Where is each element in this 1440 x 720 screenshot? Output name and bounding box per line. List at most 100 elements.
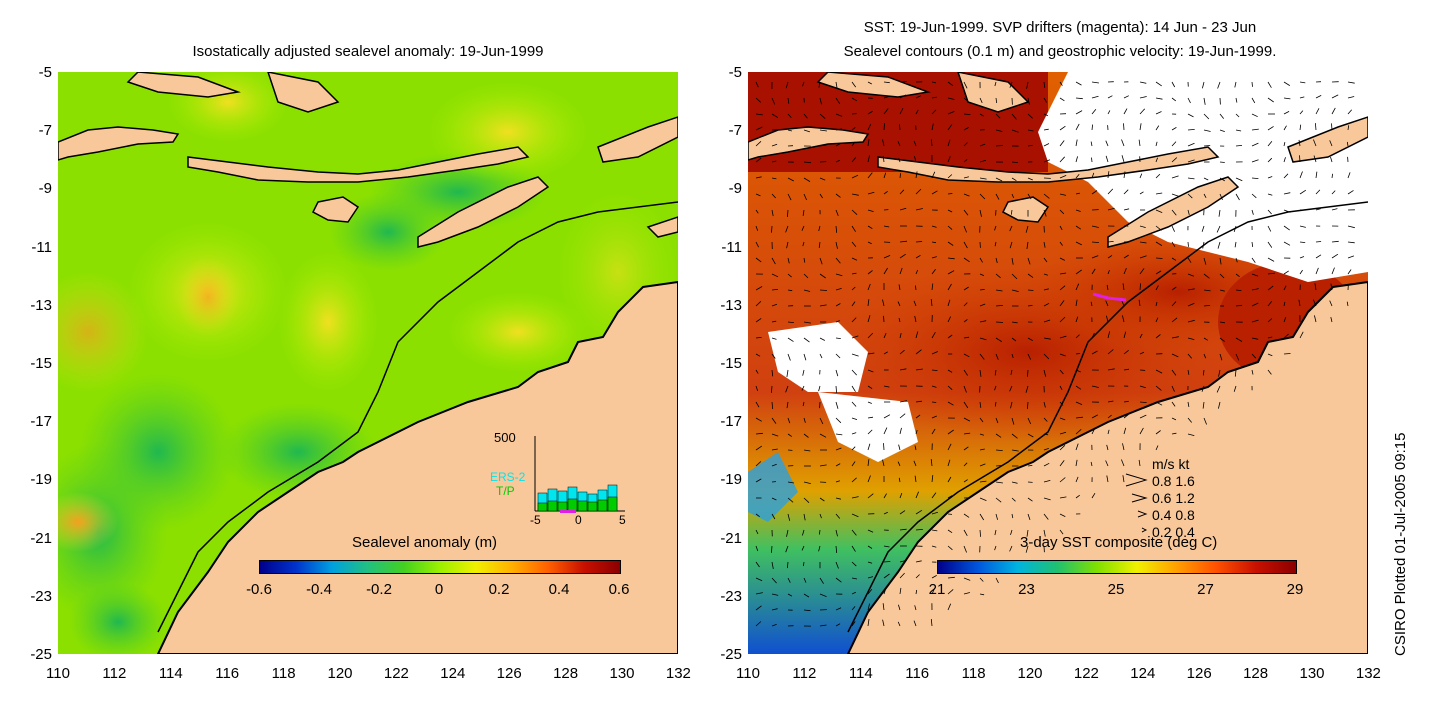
velocity-vector: [947, 124, 953, 131]
velocity-vector: [1330, 283, 1333, 291]
velocity-vector: [1202, 401, 1205, 409]
velocity-vector: [835, 337, 841, 339]
velocity-vector: [995, 465, 1003, 467]
velocity-vector: [867, 139, 870, 147]
velocity-vector: [1235, 353, 1240, 361]
velocity-vector: [867, 81, 872, 85]
velocity-vector: [1187, 353, 1193, 359]
velocity-vector: [1075, 385, 1082, 390]
velocity-vector: [1139, 255, 1147, 259]
velocity-vector: [947, 225, 953, 230]
velocity-vector: [1216, 225, 1221, 233]
velocity-vector: [1203, 97, 1206, 105]
velocity-vector: [818, 241, 821, 248]
lon-tick-label: 128: [553, 665, 579, 682]
velocity-vector: [1075, 241, 1082, 246]
velocity-vector: [1187, 97, 1191, 104]
velocity-vector: [931, 269, 936, 275]
velocity-vector: [979, 417, 984, 423]
velocity-vector: [1043, 433, 1049, 436]
velocity-vector: [1235, 273, 1240, 278]
tp-bar: [537, 502, 548, 512]
velocity-vector: [1027, 129, 1034, 132]
velocity-vector: [1203, 353, 1207, 359]
velocity-vector: [995, 305, 1003, 307]
velocity-vector: [995, 97, 998, 104]
velocity-vector: [1234, 369, 1237, 377]
velocity-vector: [1347, 255, 1355, 259]
velocity-vector: [787, 577, 791, 583]
velocity-vector: [1314, 283, 1317, 291]
velocity-vector: [1203, 289, 1211, 292]
velocity-vector: [1091, 414, 1098, 419]
velocity-vector: [819, 177, 826, 181]
inset-ymax-label: 500: [494, 430, 516, 445]
velocity-vector: [883, 267, 888, 275]
velocity-vector: [1155, 385, 1162, 391]
velocity-vector: [1091, 81, 1099, 84]
velocity-vector: [963, 176, 970, 179]
velocity-vector: [1043, 241, 1046, 248]
velocity-vector: [897, 461, 901, 467]
velocity-vector: [803, 513, 806, 521]
velocity-vector: [1203, 417, 1207, 425]
velocity-vector: [785, 545, 789, 553]
velocity-vector: [1331, 107, 1336, 115]
velocity-vector: [1187, 369, 1190, 375]
left-map-title: Isostatically adjusted sealevel anomaly:…: [192, 43, 544, 60]
velocity-vector: [963, 113, 971, 115]
velocity-vector: [1171, 241, 1176, 247]
velocity-vector: [835, 529, 838, 537]
velocity-vector: [1347, 241, 1355, 244]
velocity-vector: [867, 443, 871, 451]
velocity-vector: [835, 385, 837, 393]
velocity-vector: [1010, 401, 1013, 409]
velocity-vector: [979, 577, 984, 582]
velocity-vector: [802, 241, 805, 247]
velocity-vector: [1075, 139, 1078, 147]
velocity-vector: [755, 369, 759, 374]
velocity-vector: [771, 337, 777, 340]
velocity-vector: [979, 448, 985, 451]
velocity-vector: [1298, 139, 1301, 147]
velocity-vector: [787, 113, 792, 118]
velocity-vector: [835, 369, 839, 377]
velocity-vector: [1283, 142, 1286, 147]
velocity-vector: [1299, 81, 1306, 84]
velocity-vector: [1059, 513, 1066, 517]
colorbar-tick-label: 0.4: [548, 581, 570, 598]
velocity-vector: [1043, 319, 1051, 323]
velocity-vector: [1299, 225, 1306, 228]
velocity-vector: [979, 193, 986, 200]
velocity-vector: [1123, 268, 1127, 275]
velocity-vector: [803, 177, 811, 182]
velocity-vector: [1299, 110, 1304, 115]
velocity-vector: [1267, 257, 1275, 262]
velocity-vector: [1107, 110, 1111, 115]
velocity-vector: [1267, 272, 1275, 275]
velocity-vector: [1010, 529, 1013, 536]
velocity-vector: [1043, 159, 1051, 163]
velocity-vector: [995, 129, 1003, 132]
velocity-vector: [867, 529, 874, 533]
velocity-vector: [771, 577, 777, 584]
velocity-vector: [787, 593, 793, 597]
velocity-vector: [755, 417, 762, 422]
velocity-vector: [867, 475, 871, 483]
velocity-vector: [1059, 97, 1065, 102]
velocity-vector: [963, 142, 968, 147]
velocity-vector: [1235, 129, 1242, 132]
velocity-vector: [915, 429, 918, 435]
lon-tick-label: 130: [609, 665, 635, 682]
velocity-vector: [1075, 416, 1083, 419]
colorbar-tick-label: 21: [928, 581, 946, 598]
lat-tick-label: -7: [38, 122, 52, 140]
velocity-vector: [931, 401, 937, 403]
velocity-vector: [801, 225, 805, 231]
velocity-vector: [931, 351, 938, 355]
velocity-vector: [1027, 401, 1029, 409]
velocity-vector: [1027, 273, 1034, 278]
velocity-vector: [787, 513, 791, 521]
velocity-vector: [915, 269, 919, 275]
velocity-vector: [1123, 108, 1128, 115]
